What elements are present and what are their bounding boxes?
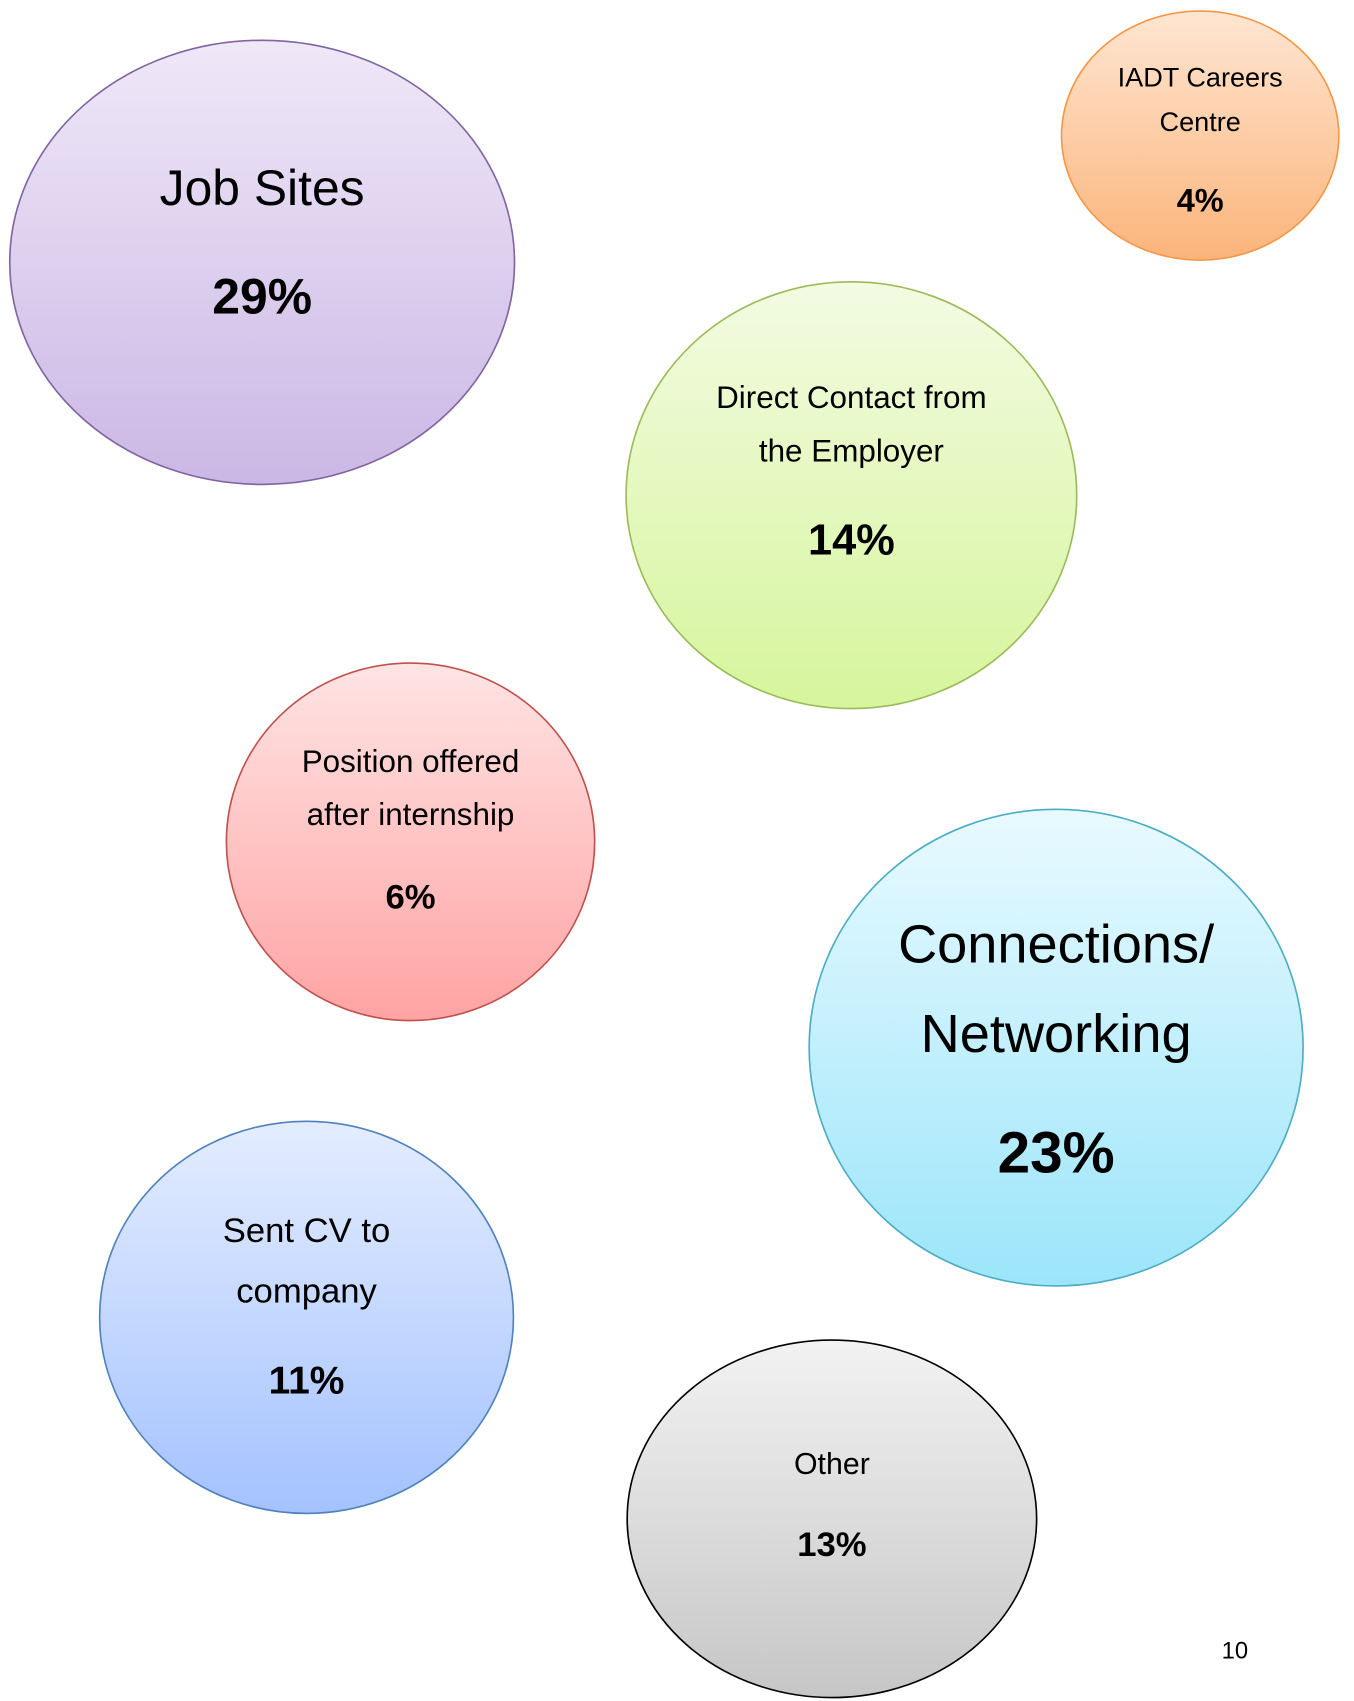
bubble: Job Sites 29%	[8, 39, 516, 486]
bubble-value: 4%	[1177, 182, 1224, 218]
bubble-label: Position offered	[302, 744, 520, 779]
bubble-shape	[1060, 10, 1340, 261]
bubble-label: Other	[794, 1448, 870, 1481]
bubble-value: 6%	[385, 878, 435, 916]
bubble-value: 13%	[797, 1526, 866, 1564]
bubble-value: 14%	[808, 516, 895, 564]
bubble-label: company	[236, 1273, 377, 1311]
bubble-shape	[8, 39, 516, 486]
bubble-label: Networking	[921, 1004, 1192, 1064]
bubble-shape	[98, 1120, 515, 1515]
bubble: Position offered after internship 6%	[225, 662, 596, 1022]
bubble-label: Connections/	[898, 914, 1215, 974]
bubble: Direct Contact from the Employer 14%	[625, 281, 1078, 710]
bubble-value: 23%	[998, 1120, 1115, 1185]
bubble-label: the Employer	[759, 433, 944, 468]
bubble: Sent CV to company 11%	[98, 1120, 515, 1515]
bubble-shape	[625, 281, 1078, 710]
bubble: Other 13%	[626, 1339, 1038, 1699]
bubble-value: 29%	[212, 268, 312, 324]
bubble-label: Sent CV to	[223, 1212, 391, 1250]
bubble: Connections/Networking 23%	[808, 808, 1304, 1287]
bubble-label: Direct Contact from	[716, 380, 987, 415]
bubble: IADT Careers Centre 4%	[1060, 10, 1340, 261]
bubble-shape	[808, 808, 1304, 1287]
page-number: 10	[1222, 1637, 1249, 1664]
bubble-shape	[225, 662, 596, 1022]
bubble-shape	[626, 1339, 1038, 1699]
bubble-label: Job Sites	[160, 160, 365, 216]
bubble-label: after internship	[307, 797, 515, 832]
bubble-value: 11%	[269, 1360, 345, 1403]
bubble-label: Centre	[1160, 106, 1241, 137]
bubble-label: IADT Careers	[1118, 61, 1283, 92]
